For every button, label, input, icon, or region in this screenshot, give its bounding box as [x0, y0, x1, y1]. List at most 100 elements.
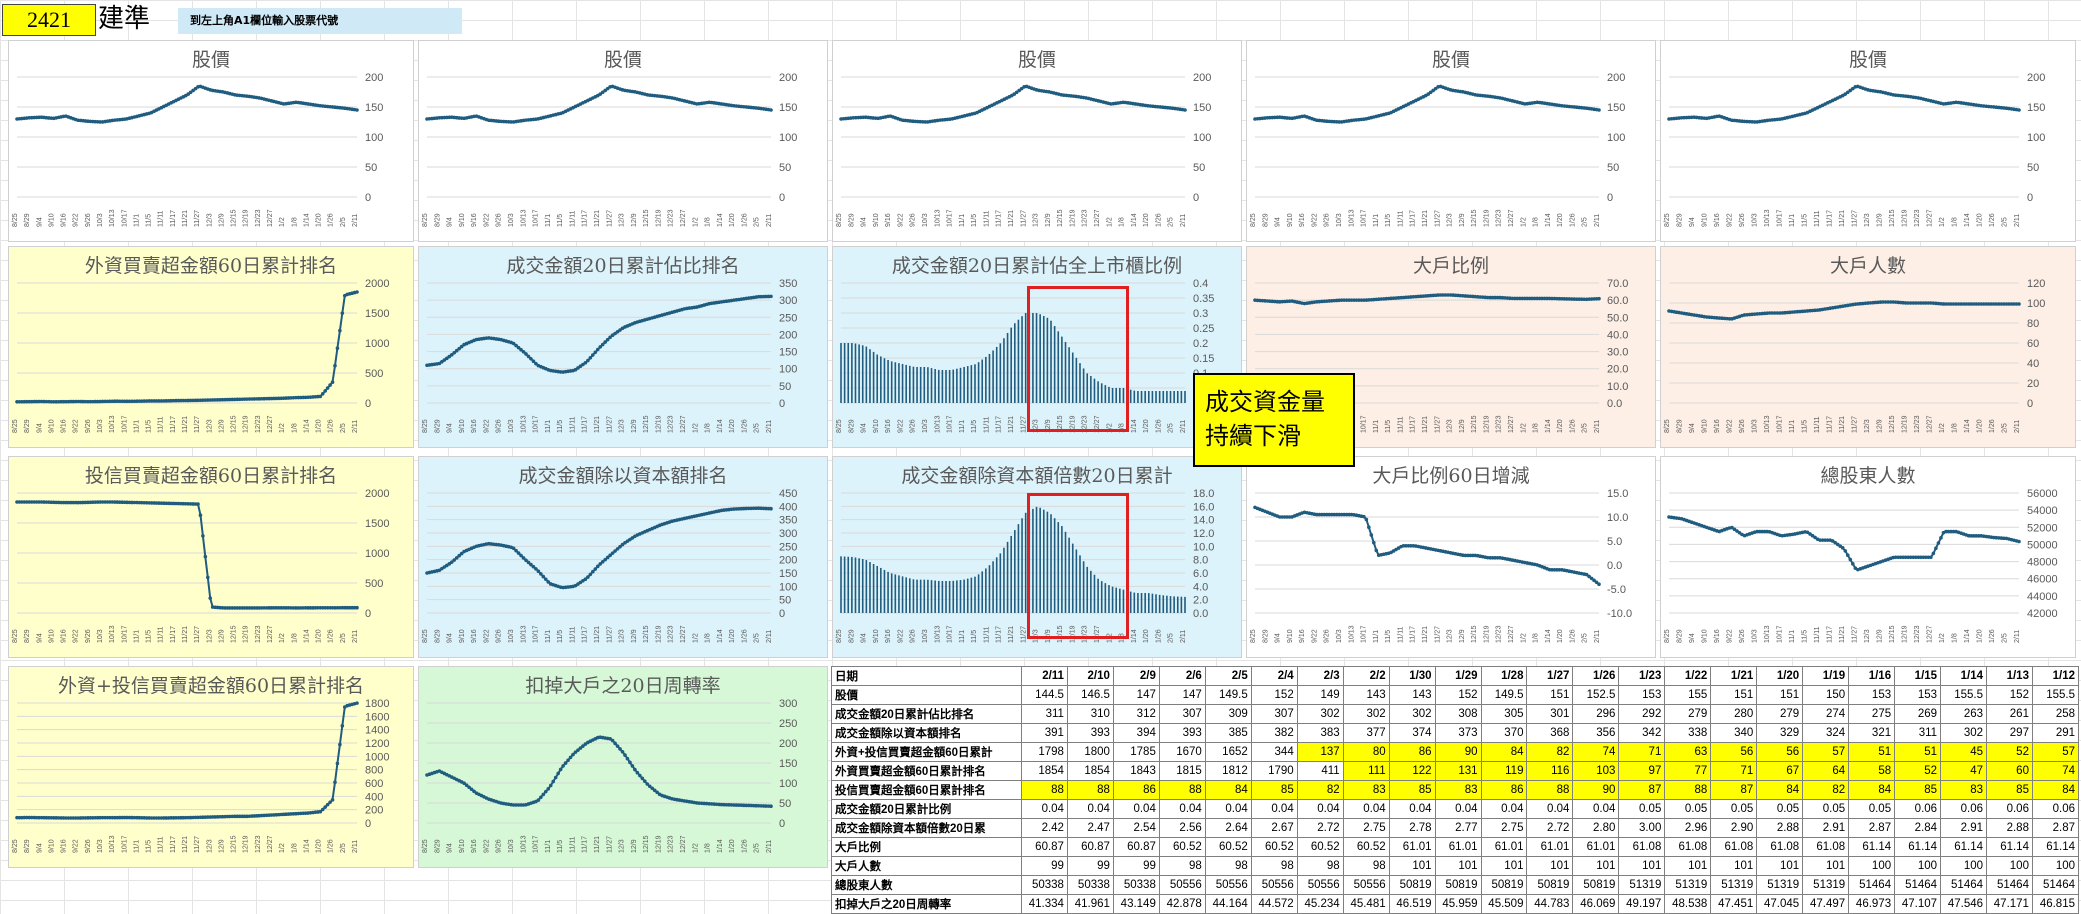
x-tick-label: 12/23 — [1914, 625, 1921, 643]
table-cell: 0.06 — [1986, 799, 2033, 819]
table-cell: 51464 — [1986, 875, 2033, 895]
x-tick-label: 9/16 — [61, 629, 68, 643]
x-tick-label: 11/1 — [545, 420, 552, 433]
data-point — [1830, 539, 1835, 543]
stock-code-input[interactable]: 2421 — [2, 4, 96, 36]
bar — [1064, 531, 1067, 613]
data-point — [1981, 302, 1986, 306]
table-cell: 0.05 — [1664, 799, 1712, 819]
data-point — [1992, 302, 1996, 306]
data-point — [467, 785, 471, 790]
y-tick-label: 52000 — [2027, 522, 2058, 534]
table-cell: 98 — [1296, 856, 1344, 876]
y-tick-label: 0 — [1607, 192, 1613, 204]
x-tick-label: 9/16 — [471, 213, 478, 227]
y-tick-label: 0 — [365, 192, 371, 204]
table-cell: 146.5 — [1066, 685, 1114, 705]
table-cell: 311 — [1021, 704, 1068, 724]
x-tick-label: 1/20 — [1557, 419, 1564, 433]
data-point — [595, 564, 600, 569]
bar — [1071, 543, 1074, 613]
y-tick-label: 1200 — [365, 738, 389, 750]
table-cell: 0.04 — [1388, 799, 1436, 819]
bar — [985, 356, 987, 403]
chart-panel-trust60: 投信買賣超金額60日累計排名 0 500 1000 1500 2000 8/25 8/29 9/… — [8, 456, 414, 658]
x-tick-label: 9/22 — [483, 419, 490, 433]
callout-annotation: 成交資金量 持續下滑 — [1193, 373, 1355, 467]
table-cell: 2.84 — [1894, 818, 1942, 838]
y-tick-label: 600 — [365, 778, 383, 790]
x-tick-label: 12/9 — [1459, 629, 1466, 643]
data-point — [588, 572, 593, 577]
bar — [854, 343, 857, 403]
bar — [1137, 391, 1139, 403]
table-cell: 60.87 — [1021, 837, 1068, 857]
header-date: 2/5 — [1204, 666, 1252, 686]
data-point — [598, 92, 603, 96]
table-cell: 1670 — [1158, 742, 1206, 762]
bar — [880, 567, 882, 613]
y-tick-label: 0 — [365, 398, 371, 410]
x-tick-label: 11/11 — [569, 416, 576, 433]
x-tick-label: 12/3 — [619, 839, 626, 853]
bar — [1144, 391, 1146, 403]
row-label: 大戶人數 — [831, 856, 1022, 876]
table-cell: 2.88 — [1756, 818, 1804, 838]
data-point — [464, 783, 469, 788]
x-tick-label: 11/11 — [569, 836, 576, 853]
x-tick-label: 9/22 — [73, 419, 80, 433]
data-point — [1752, 120, 1757, 124]
data-point — [2014, 302, 2019, 306]
bar — [1039, 314, 1041, 403]
table-cell: 340 — [1710, 723, 1758, 743]
x-tick-label: 12/3 — [1447, 213, 1454, 227]
x-tick-label: 10/13 — [934, 209, 941, 227]
x-tick-label: 12/27 — [267, 209, 274, 227]
x-tick-label: 10/17 — [533, 625, 540, 643]
bar — [901, 364, 904, 403]
table-cell: 44.572 — [1250, 894, 1298, 914]
table-cell: 152 — [1986, 685, 2033, 705]
chart-panel-price3: 股價 0 50 100 150 200 8/25 8/29 9/4 9/10 9/16 9/22 9/2… — [832, 40, 1242, 242]
x-tick-label: 1/8 — [705, 423, 712, 433]
data-point — [318, 394, 323, 399]
x-tick-label: 12/9 — [631, 213, 638, 227]
data-point — [1956, 302, 1961, 306]
y-tick-label: 200 — [1193, 72, 1211, 84]
data-point — [1903, 301, 1908, 305]
chart-panel-price1: 股價 0 50 100 150 200 8/25 8/29 9/4 9/10 9/16 9/22 9/2… — [8, 40, 414, 242]
bar — [1061, 526, 1063, 613]
table-cell: 74 — [1572, 742, 1620, 762]
data-point — [1374, 548, 1379, 553]
x-tick-label: 11/1 — [1789, 214, 1796, 227]
data-point — [1908, 555, 1913, 560]
bar — [898, 363, 900, 403]
bar — [923, 367, 926, 403]
header-date: 2/3 — [1296, 666, 1344, 686]
table-cell: 56 — [1710, 742, 1758, 762]
data-point — [1513, 296, 1517, 301]
header-date: 1/16 — [1848, 666, 1896, 686]
x-tick-label: 9/10 — [1702, 213, 1709, 227]
x-tick-label: 9/22 — [73, 839, 80, 853]
x-tick-label: 2/5 — [1168, 633, 1175, 643]
data-point — [1401, 544, 1406, 548]
data-point — [1337, 512, 1341, 517]
x-tick-label: 1/8 — [1119, 423, 1126, 433]
x-tick-label: 1/14 — [303, 213, 310, 227]
data-point — [1951, 302, 1956, 306]
chart-panel-turnover20rank: 成交金額20日累計佔比排名 0 50 100 150 200 250 300 350 8/25 8/… — [418, 246, 828, 448]
x-tick-label: 1/20 — [1143, 213, 1150, 227]
x-tick-label: 2/11 — [352, 840, 359, 853]
series-line — [16, 702, 358, 819]
data-point — [593, 350, 598, 355]
x-tick-label: 8/29 — [24, 419, 31, 433]
bar — [1042, 316, 1045, 403]
table-cell: 71 — [1618, 742, 1666, 762]
table-cell: 61.14 — [1940, 837, 1988, 857]
x-tick-label: 12/23 — [255, 209, 262, 227]
table-cell: 302 — [1388, 704, 1436, 724]
x-tick-label: 11/1 — [133, 630, 140, 643]
x-tick-label: 9/26 — [1739, 419, 1746, 433]
